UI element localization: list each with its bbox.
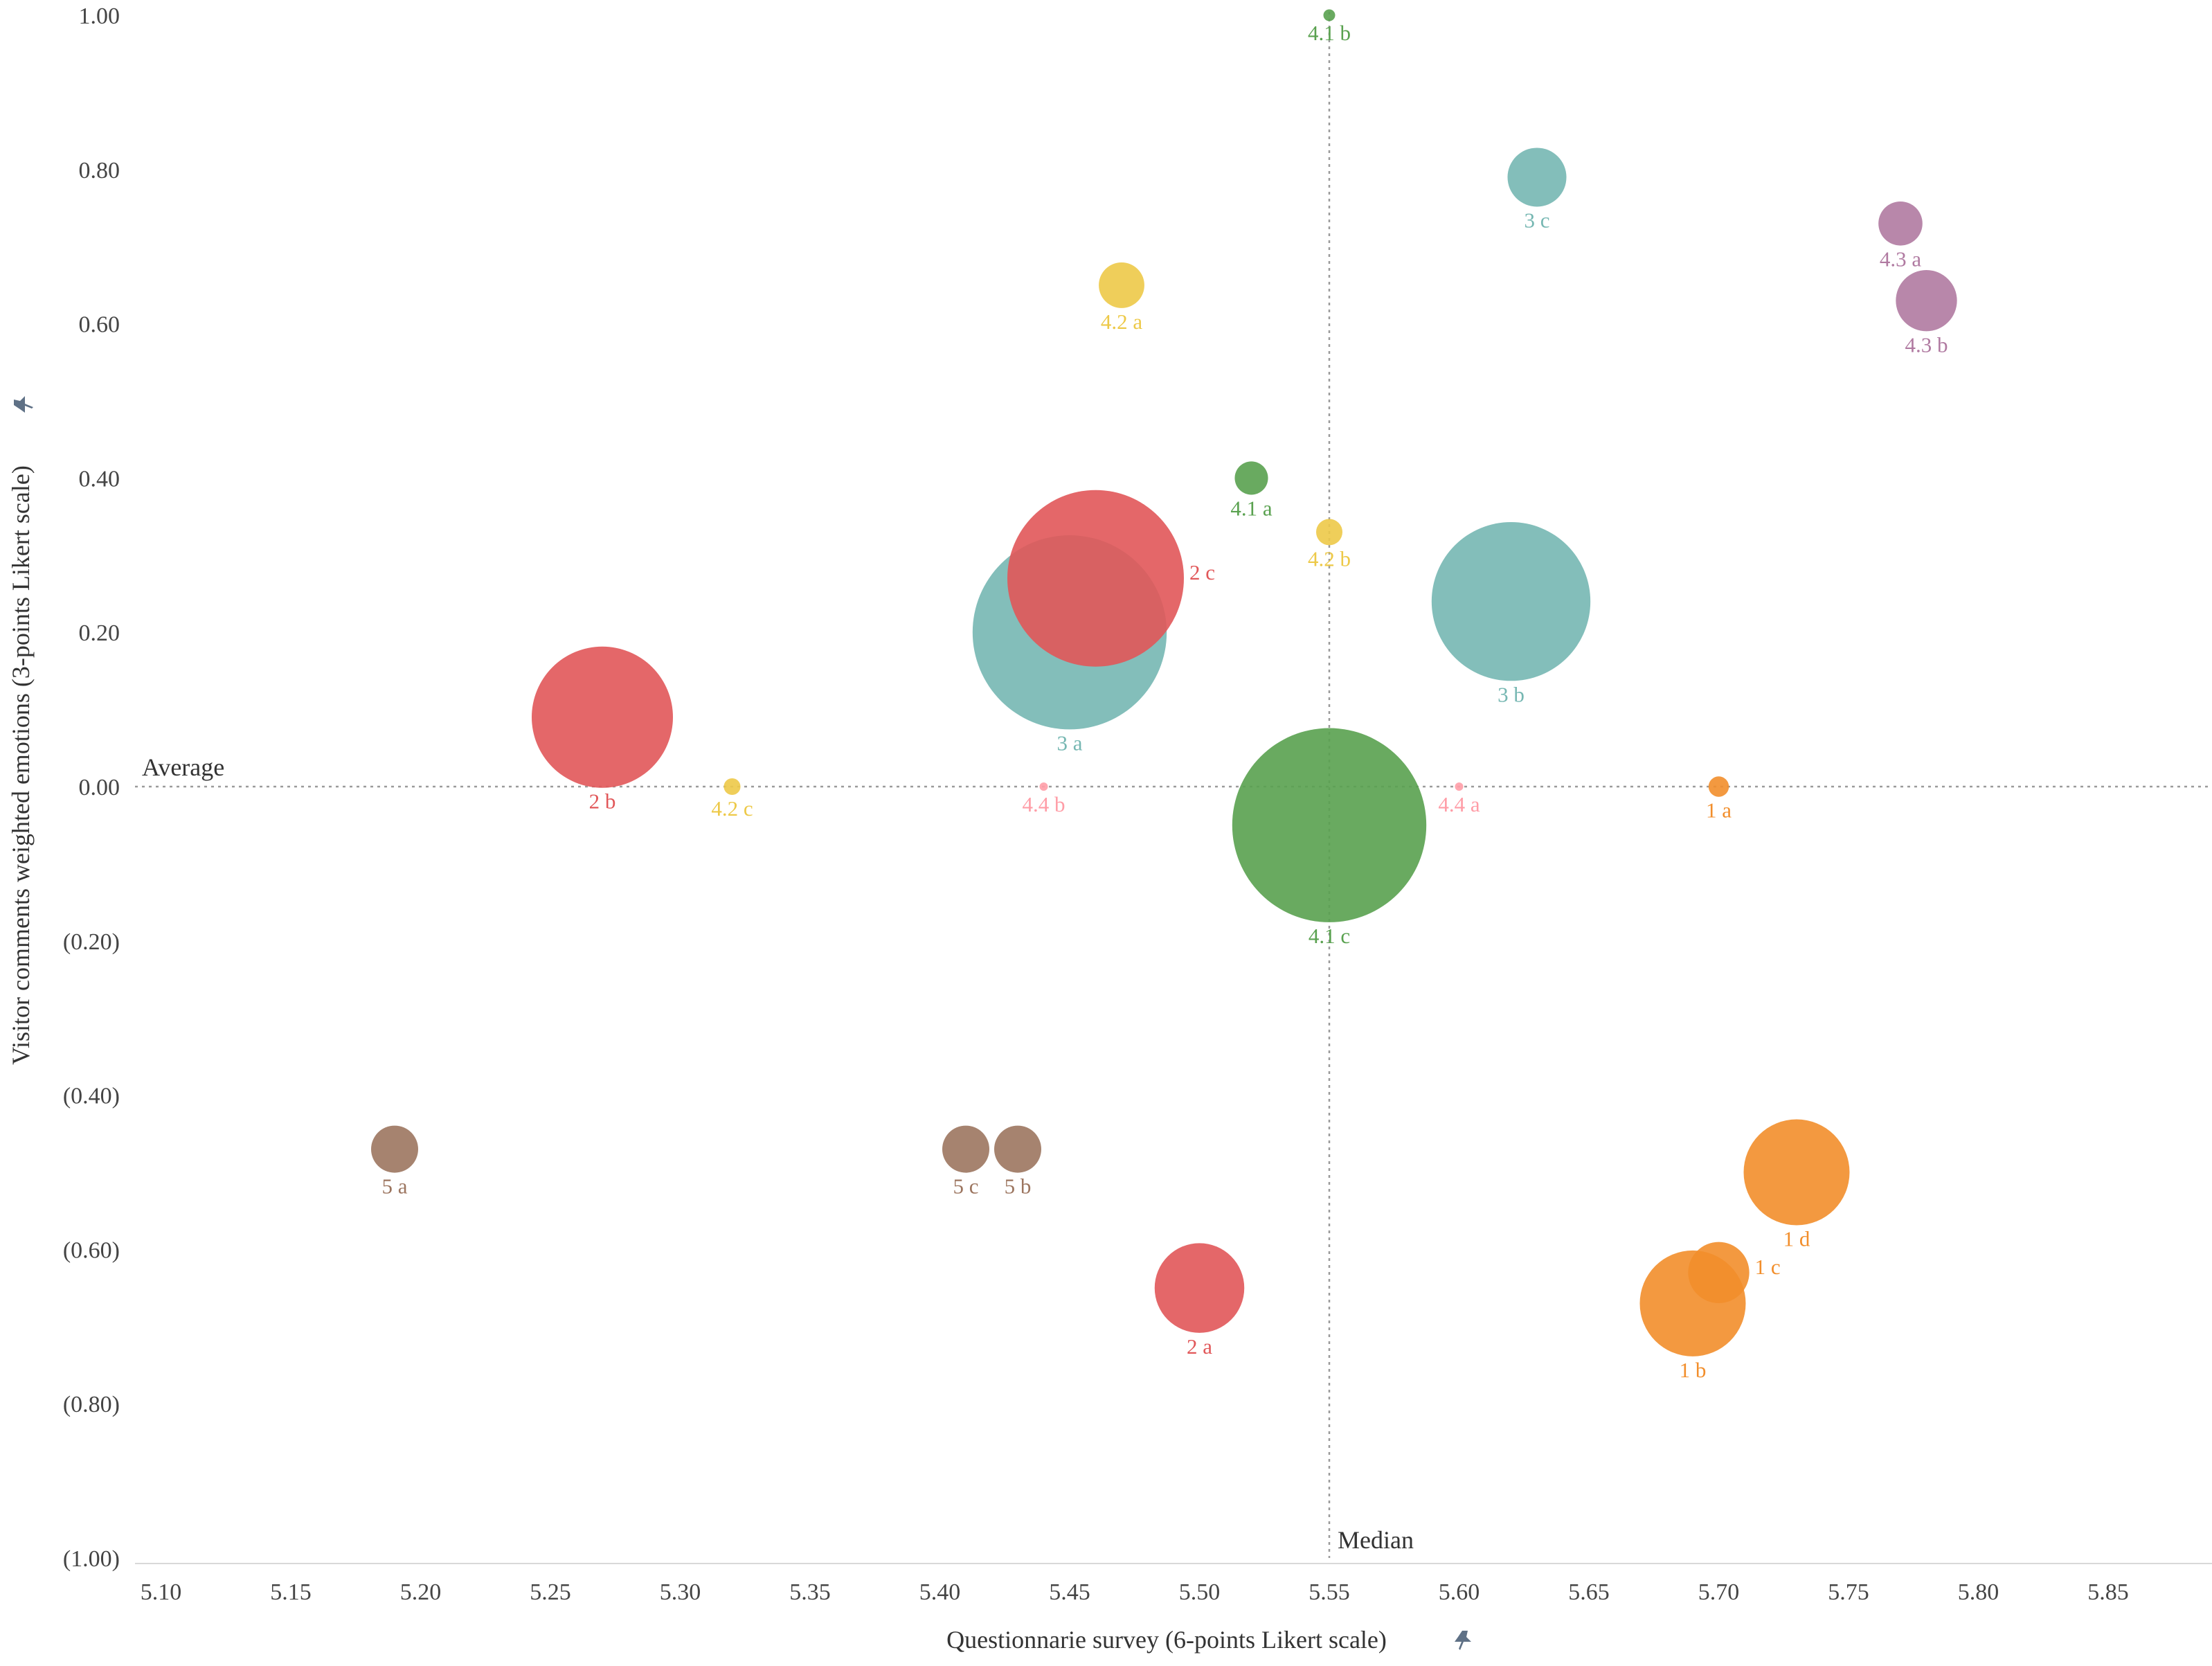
bubble-label: 1 d (1783, 1227, 1810, 1251)
bubble-label: 2 a (1187, 1334, 1212, 1359)
x-tick-label: 5.75 (1828, 1579, 1869, 1605)
y-tick-label: 0.00 (79, 775, 120, 800)
x-tick-label: 5.85 (2087, 1579, 2129, 1605)
bubble-label: 1 b (1680, 1358, 1707, 1382)
x-tick-label: 5.15 (270, 1579, 312, 1605)
y-tick-label: 0.20 (79, 620, 120, 646)
bubble-series (371, 9, 1957, 1356)
x-tick-label: 5.20 (400, 1579, 442, 1605)
x-tick-label: 5.35 (789, 1579, 831, 1605)
pin-icon[interactable] (14, 396, 33, 413)
x-axis-title-group: Questionnarie survey (6-points Likert sc… (946, 1626, 1471, 1654)
average-label: Average (142, 753, 224, 781)
bubble-label: 4.3 b (1905, 332, 1948, 357)
bubble-labels: 1 a 1 b 1 c1 d 2 a 2 b 2 c 3 a 3 b 3 c 4.1 a 4.1 b… (381, 21, 1948, 1382)
y-axis-title: Visitor comments weighted emotions (3-po… (7, 465, 35, 1065)
y-tick-label: (0.80) (63, 1392, 120, 1417)
x-axis-ticks: 5.10 5.15 5.20 5.25 5.30 5.35 5.40 5.45 5.50 5.55… (141, 1579, 2129, 1605)
bubble-label: 4.2 a (1101, 310, 1143, 334)
bubble-label: 1 c (1755, 1255, 1781, 1279)
bubble-5-c[interactable] (942, 1125, 989, 1173)
y-tick-label: 1.00 (79, 3, 120, 29)
bubble-label: 3 b (1498, 682, 1525, 706)
bubble-label: 4.1 c (1309, 924, 1350, 948)
bubble-5-a[interactable] (371, 1125, 418, 1173)
x-tick-label: 5.65 (1568, 1579, 1610, 1605)
bubble-label: 4.2 c (711, 796, 753, 821)
bubble-4-2-a[interactable] (1099, 262, 1144, 308)
x-tick-label: 5.30 (660, 1579, 701, 1605)
reference-lines (135, 12, 2212, 1564)
x-tick-label: 5.40 (919, 1579, 961, 1605)
x-tick-label: 5.45 (1049, 1579, 1090, 1605)
y-tick-label: (0.40) (63, 1084, 120, 1109)
x-axis-title: Questionnarie survey (6-points Likert sc… (946, 1626, 1387, 1654)
x-tick-label: 5.50 (1179, 1579, 1221, 1605)
bubble-4-2-c[interactable] (723, 778, 741, 796)
bubble-label: 3 a (1056, 731, 1082, 755)
bubble-label: 4.1 b (1308, 21, 1351, 45)
bubble-4-1-c[interactable] (1232, 728, 1427, 922)
y-tick-label: 0.60 (79, 312, 120, 338)
pin-icon[interactable] (1455, 1631, 1471, 1650)
bubble-1-c[interactable] (1688, 1242, 1750, 1303)
bubble-3-b[interactable] (1431, 521, 1591, 681)
x-tick-label: 5.70 (1698, 1579, 1740, 1605)
bubble-4-3-b[interactable] (1896, 270, 1957, 332)
bubble-2-c[interactable] (1007, 490, 1184, 667)
bubble-1-a[interactable] (1708, 776, 1729, 797)
bubble-1-d[interactable] (1743, 1119, 1850, 1226)
bubble-label: 4.3 a (1880, 247, 1922, 271)
bubble-label: 4.1 a (1230, 496, 1273, 520)
median-label: Median (1338, 1526, 1414, 1554)
x-tick-label: 5.25 (530, 1579, 571, 1605)
bubble-label: 1 a (1706, 798, 1732, 823)
bubble-label: 2 c (1189, 560, 1215, 584)
x-tick-label: 5.10 (141, 1579, 182, 1605)
x-tick-label: 5.80 (1958, 1579, 1999, 1605)
bubble-2-b[interactable] (532, 646, 673, 788)
x-tick-label: 5.55 (1309, 1579, 1350, 1605)
bubble-2-a[interactable] (1154, 1243, 1245, 1333)
bubble-3-c[interactable] (1507, 147, 1567, 207)
bubble-4-3-a[interactable] (1878, 201, 1923, 246)
bubble-label: 4.4 a (1438, 792, 1480, 816)
bubble-label: 5 a (381, 1174, 407, 1199)
y-tick-label: 0.80 (79, 158, 120, 183)
bubble-4-2-b[interactable] (1315, 519, 1343, 546)
y-tick-label: (0.20) (63, 929, 120, 955)
bubble-label: 2 b (589, 789, 616, 814)
bubble-label: 3 c (1524, 208, 1549, 232)
bubble-label: 5 b (1005, 1174, 1032, 1199)
y-tick-label: (1.00) (63, 1546, 120, 1572)
bubble-4-1-b[interactable] (1323, 9, 1336, 21)
bubble-label: 4.4 b (1023, 792, 1065, 816)
y-axis-title-group: Visitor comments weighted emotions (3-po… (7, 396, 35, 1065)
bubble-4-4-a[interactable] (1455, 782, 1464, 791)
bubble-label: 5 c (953, 1174, 978, 1199)
bubble-label: 4.2 b (1308, 546, 1351, 571)
y-axis-ticks: 1.00 0.80 0.60 0.40 0.20 0.00 (0.20) (0.40) (0.6… (63, 3, 120, 1572)
y-tick-label: (0.60) (63, 1237, 120, 1263)
x-tick-label: 5.60 (1439, 1579, 1480, 1605)
bubble-5-b[interactable] (994, 1125, 1041, 1173)
y-tick-label: 0.40 (79, 466, 120, 492)
bubble-4-1-a[interactable] (1234, 461, 1268, 495)
bubble-4-4-b[interactable] (1039, 782, 1048, 791)
